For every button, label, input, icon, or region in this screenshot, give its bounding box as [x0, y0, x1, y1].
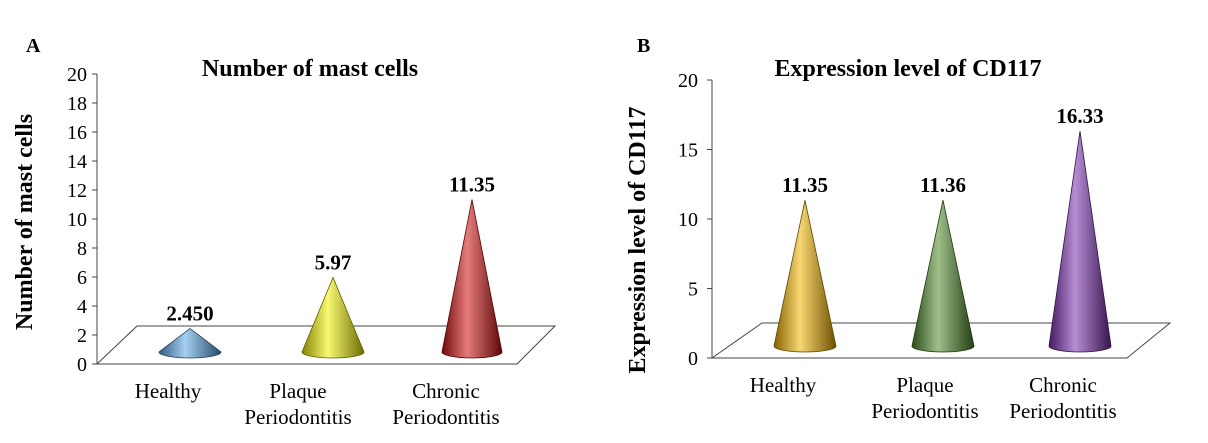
y-tick-label: 12 [67, 180, 87, 202]
data-label: 5.97 [315, 250, 352, 274]
y-tick-label: 0 [77, 354, 87, 376]
panel-a-plot: 0 2 4 6 8 10 12 14 16 18 20 Healthy Plaque Periodonti… [67, 64, 557, 429]
data-label: 11.35 [449, 172, 495, 196]
y-tick-label: 14 [67, 151, 87, 173]
panel-a-title: Number of mast cells [202, 56, 418, 82]
category-label: Chronic Periodontitis [392, 379, 499, 429]
panel-b-y-axis-label: Expression level of CD117 [625, 107, 651, 374]
cone-body [158, 327, 222, 359]
cone-bar [301, 276, 365, 359]
panel-b-plot: 0 5 10 15 20 Healthy Plaque Periodontitis Chroni… [678, 70, 1172, 423]
y-tick-label: 4 [77, 296, 87, 318]
cone-bar [911, 200, 975, 353]
cone-body [301, 276, 365, 359]
cone-body [1048, 130, 1112, 353]
cone-bar [158, 327, 222, 359]
category-label: Plaque Periodontitis [871, 373, 978, 423]
y-tick-label: 8 [77, 238, 87, 260]
y-tick-label: 10 [678, 209, 698, 231]
y-tick-label: 20 [678, 70, 698, 92]
panel-b-title: Expression level of CD117 [775, 56, 1042, 82]
cone-body [911, 200, 975, 353]
plot-floor [710, 322, 1172, 359]
y-tick-label: 6 [77, 267, 87, 289]
y-tick-label: 16 [67, 122, 87, 144]
cone-body [773, 200, 837, 353]
cone-bar [773, 200, 837, 353]
cone-bar [1048, 130, 1112, 353]
panel-a-letter: A [26, 35, 41, 57]
y-tick-label: 2 [77, 325, 87, 347]
category-label: Healthy [135, 379, 202, 403]
y-tick-label: 20 [67, 64, 87, 86]
data-label: 2.450 [166, 301, 213, 325]
data-label: 11.35 [782, 173, 828, 197]
data-label: 11.36 [920, 173, 966, 197]
category-label: Healthy [750, 373, 817, 397]
data-label: 16.33 [1056, 104, 1103, 128]
cone-bar [441, 199, 503, 359]
y-tick-label: 5 [688, 279, 698, 301]
panel-b-letter: B [637, 35, 650, 57]
category-label: Chronic Periodontitis [1009, 373, 1116, 423]
plot-floor [95, 325, 557, 365]
y-tick-label: 10 [67, 209, 87, 231]
cone-body [441, 199, 503, 359]
y-tick-label: 15 [678, 140, 698, 162]
y-tick-label: 18 [67, 93, 87, 115]
y-tick-label: 0 [688, 348, 698, 370]
panel-a-y-axis-label: Number of mast cells [12, 114, 38, 330]
category-label: Plaque Periodontitis [244, 379, 351, 429]
